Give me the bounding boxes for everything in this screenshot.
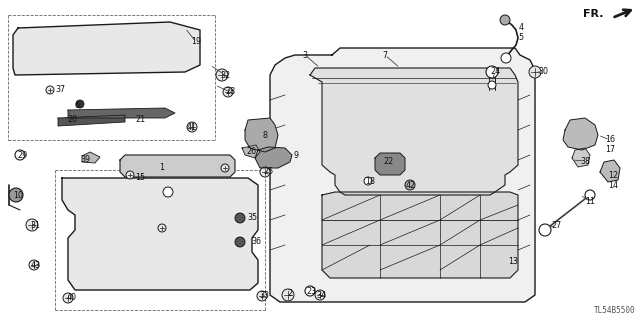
Text: 15: 15 [135, 173, 145, 182]
Circle shape [163, 187, 173, 197]
Circle shape [282, 289, 294, 301]
Circle shape [539, 224, 551, 236]
Text: 25: 25 [264, 167, 274, 176]
Text: 2: 2 [287, 288, 292, 298]
Polygon shape [82, 152, 100, 163]
Circle shape [221, 164, 229, 172]
Text: 30: 30 [538, 68, 548, 77]
Circle shape [46, 86, 54, 94]
Circle shape [257, 291, 267, 301]
Text: 22: 22 [383, 158, 393, 167]
Polygon shape [270, 48, 535, 302]
Text: 38: 38 [580, 157, 590, 166]
Circle shape [126, 171, 134, 179]
Circle shape [305, 286, 315, 296]
Text: 33: 33 [259, 292, 269, 300]
Circle shape [364, 177, 372, 185]
Circle shape [9, 188, 23, 202]
Text: 29: 29 [17, 151, 27, 160]
Text: 43: 43 [31, 261, 41, 270]
Polygon shape [120, 155, 235, 177]
Text: 12: 12 [608, 170, 618, 180]
Circle shape [529, 66, 541, 78]
Text: 32: 32 [220, 70, 230, 79]
Text: 24: 24 [490, 66, 500, 76]
Text: 5: 5 [518, 33, 524, 42]
Polygon shape [375, 153, 405, 175]
Circle shape [488, 81, 496, 89]
Polygon shape [13, 22, 200, 75]
Circle shape [315, 290, 325, 300]
Text: 40: 40 [67, 293, 77, 302]
Circle shape [26, 219, 38, 231]
Circle shape [216, 69, 228, 81]
Circle shape [158, 224, 166, 232]
Text: 4: 4 [518, 24, 524, 33]
Text: 7: 7 [383, 50, 388, 60]
Circle shape [76, 100, 84, 108]
Polygon shape [322, 192, 518, 278]
Polygon shape [58, 115, 125, 126]
Text: 42: 42 [406, 181, 416, 189]
Circle shape [501, 53, 511, 63]
Text: 16: 16 [605, 136, 615, 145]
Text: 17: 17 [605, 145, 615, 154]
Text: 14: 14 [608, 181, 618, 189]
Text: 28: 28 [225, 87, 235, 97]
Text: 8: 8 [262, 130, 268, 139]
Text: 35: 35 [247, 213, 257, 222]
Polygon shape [255, 147, 292, 168]
Text: 3: 3 [303, 50, 307, 60]
Circle shape [235, 237, 245, 247]
Polygon shape [68, 108, 175, 118]
Circle shape [260, 167, 270, 177]
Text: 21: 21 [135, 115, 145, 123]
Circle shape [15, 150, 25, 160]
Text: 19: 19 [191, 38, 201, 47]
Polygon shape [572, 148, 590, 167]
Text: 27: 27 [551, 220, 561, 229]
Circle shape [384, 159, 392, 167]
Text: 1: 1 [159, 164, 164, 173]
Circle shape [63, 293, 73, 303]
Text: 26: 26 [246, 147, 256, 157]
Circle shape [500, 15, 510, 25]
Text: 13: 13 [508, 257, 518, 266]
Text: FR.: FR. [584, 9, 604, 19]
Polygon shape [563, 118, 598, 150]
Text: 31: 31 [30, 220, 40, 229]
Circle shape [486, 66, 498, 78]
Circle shape [29, 260, 39, 270]
Text: 23: 23 [306, 286, 316, 295]
Circle shape [405, 180, 415, 190]
Circle shape [223, 87, 233, 97]
Polygon shape [62, 178, 258, 290]
Text: 6: 6 [74, 101, 79, 110]
Text: 41: 41 [187, 122, 197, 131]
Text: 20: 20 [67, 115, 77, 123]
Polygon shape [245, 118, 278, 152]
Text: 18: 18 [365, 176, 375, 186]
Polygon shape [600, 160, 620, 182]
Text: 39: 39 [80, 155, 90, 165]
Polygon shape [242, 145, 260, 158]
Text: 37: 37 [55, 85, 65, 93]
Polygon shape [310, 68, 518, 195]
Circle shape [235, 213, 245, 223]
Text: 34: 34 [316, 291, 326, 300]
Text: 36: 36 [251, 238, 261, 247]
Text: 10: 10 [13, 190, 23, 199]
Circle shape [585, 190, 595, 200]
Text: 9: 9 [293, 151, 299, 160]
Text: TL54B5500: TL54B5500 [595, 306, 636, 315]
Circle shape [187, 122, 197, 132]
Text: 11: 11 [585, 197, 595, 205]
